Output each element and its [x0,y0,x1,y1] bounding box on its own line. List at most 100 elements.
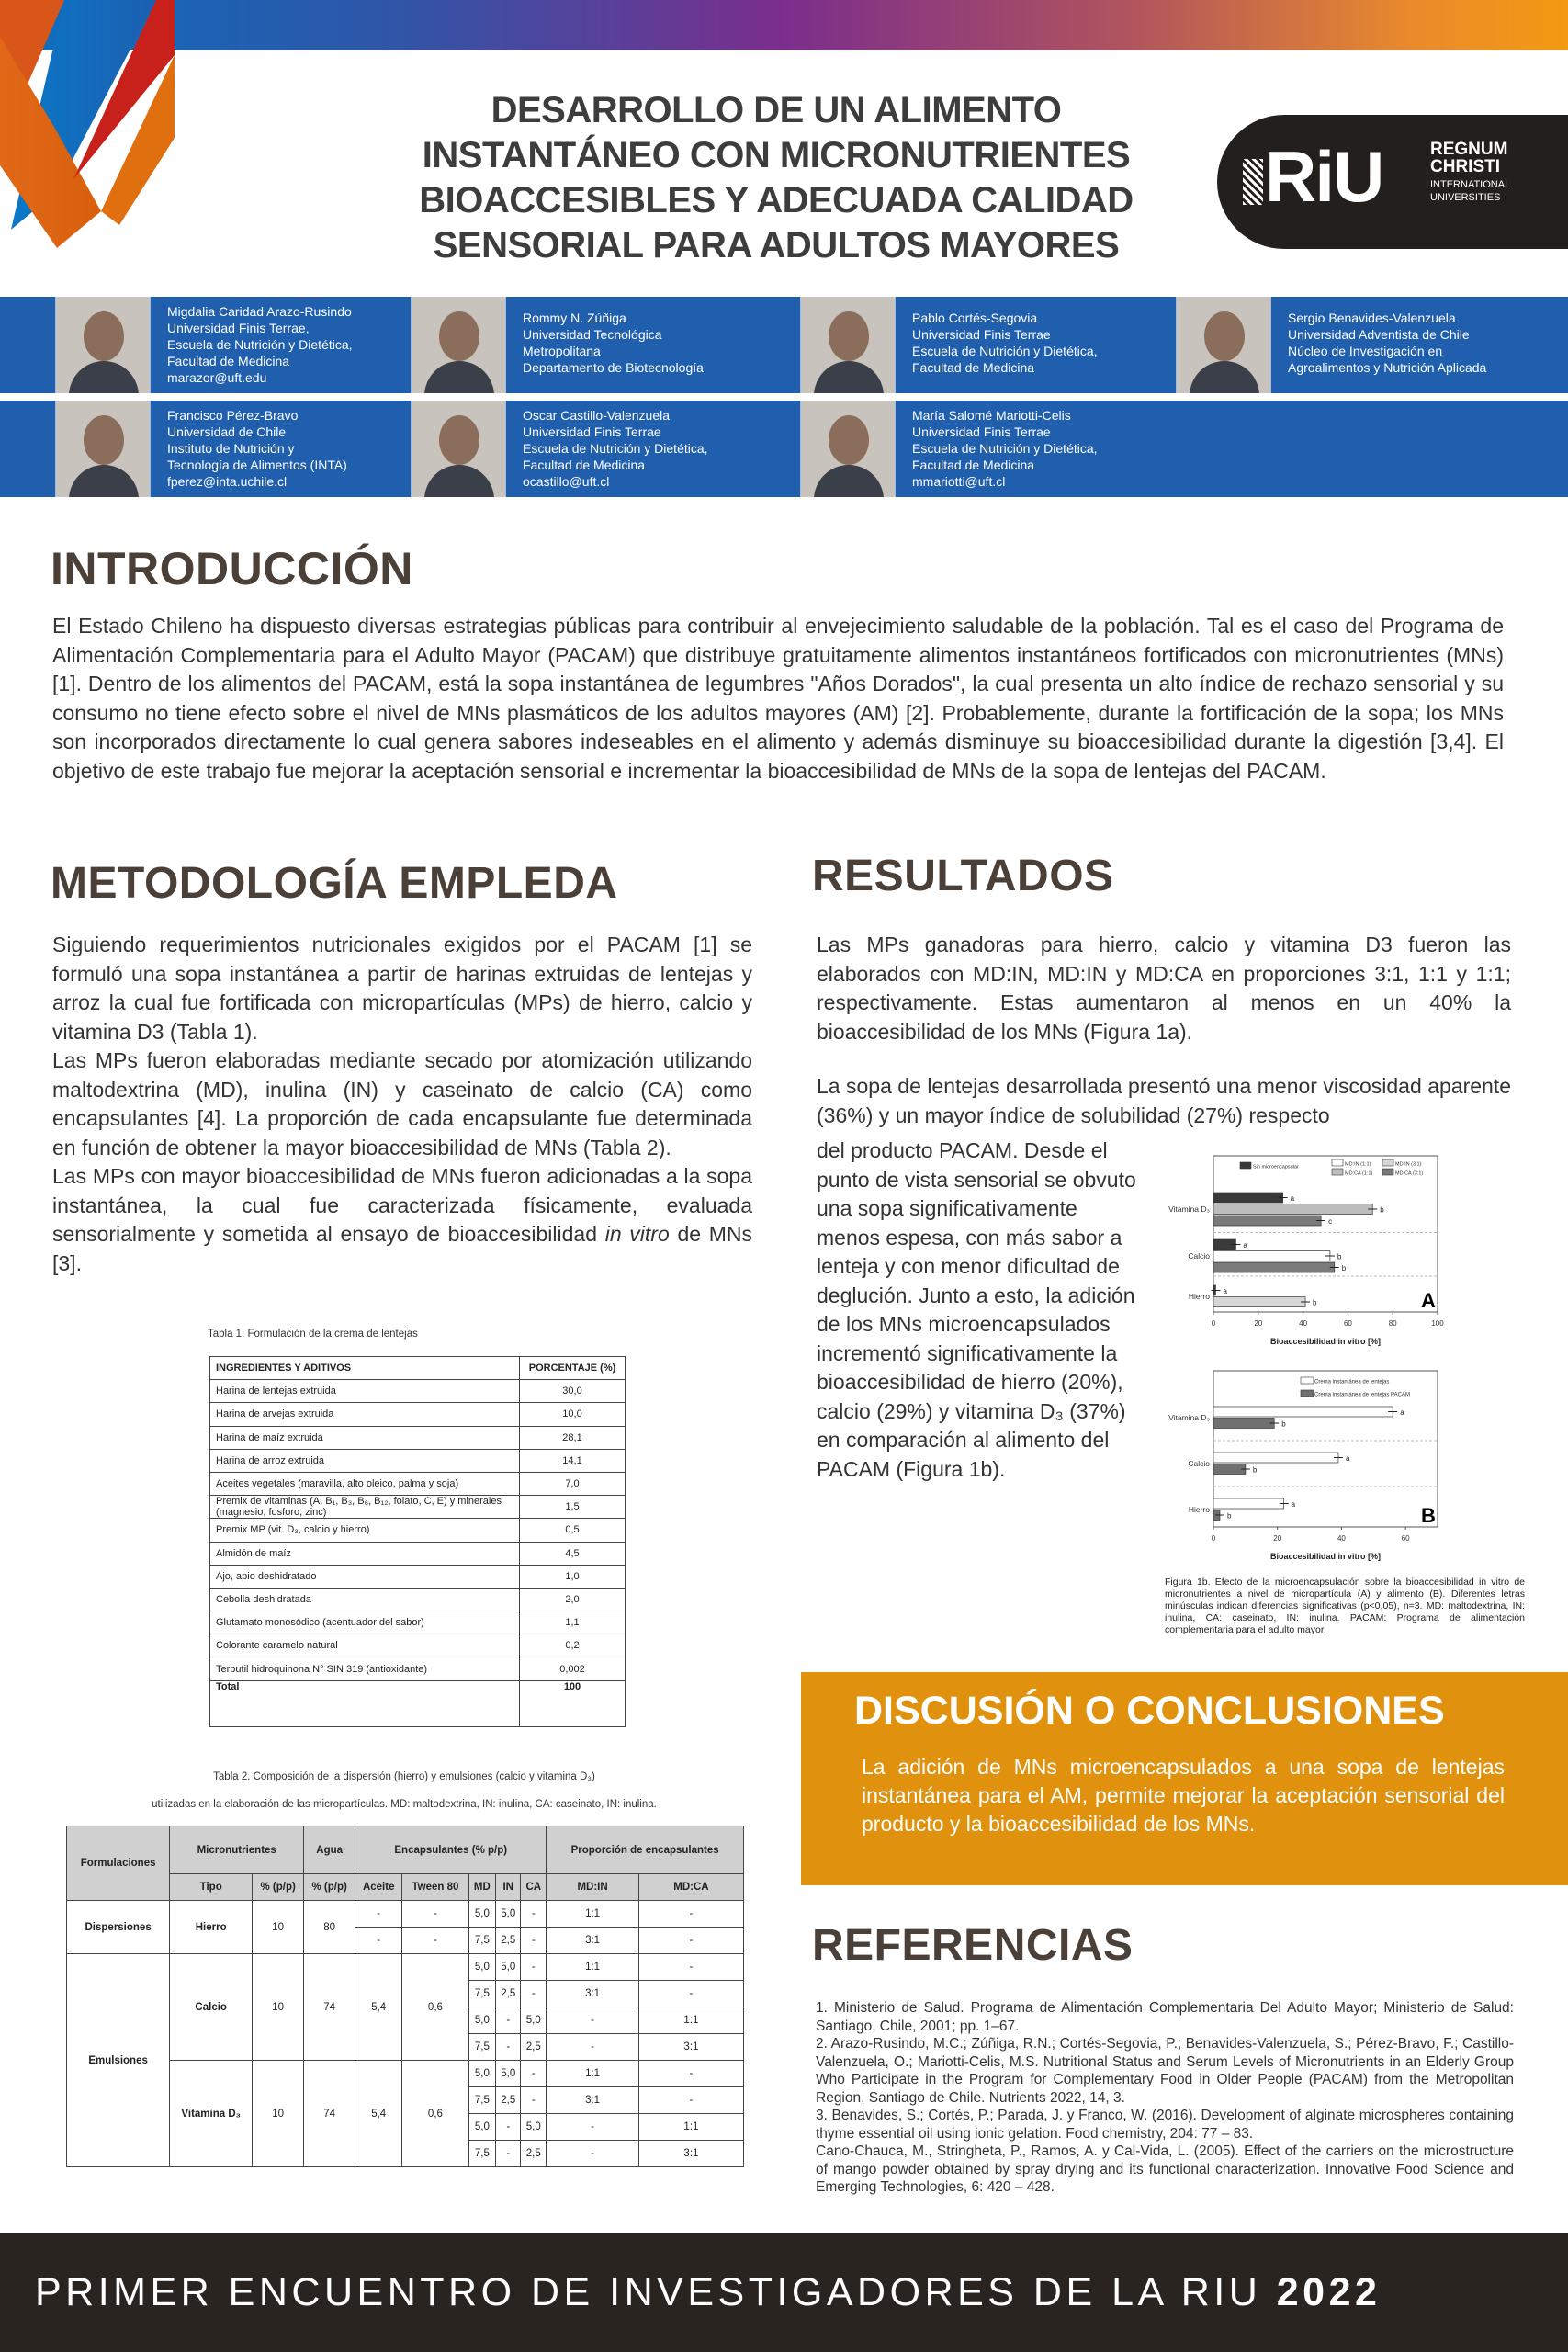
table2-cell: - [637,1980,745,2007]
author-body [814,361,884,393]
author-photo [55,401,151,497]
author-line: mmariotti@uft.cl [912,474,1006,489]
legend-label: Crema instantánea de lentejas PACAM [1314,1393,1410,1398]
x-tick-label: 100 [1431,1319,1444,1328]
y-category-label: Calcio [1188,1459,1210,1468]
table2-cell: 5,4 [355,1953,403,2061]
table1-cell: 0,2 [519,1634,626,1658]
author-body [69,465,139,497]
table2-cell: 5,0 [468,2060,497,2087]
table2-caption: utilizadas en la elaboración de las micr… [152,1799,657,1810]
table2-header: Formulaciones [65,1826,171,1901]
author-body [424,361,494,393]
table1-row: Harina de arvejas extruida 10,0 [209,1402,626,1427]
table2-cell: 7,5 [468,2033,497,2061]
table2-cell: - [520,1980,547,2007]
table2-row: 7,5 2,5-3:1- [67,1980,745,2007]
results-text: Las MPs ganadoras para hierro, calcio y … [817,933,1511,1044]
significance-letter: b [1380,1206,1384,1215]
legend-label: MD:IN (1:1) [1345,1162,1371,1168]
bar [1213,1498,1285,1510]
footer: PRIMER ENCUENTRO DE INVESTIGADORES DE LA… [0,2233,1568,2352]
x-axis-label: Bioaccesibilidad in vitro [%] [1270,1552,1381,1561]
bar [1213,1215,1322,1227]
table2-cell: 2,5 [495,1927,522,1954]
legend-swatch [1382,1168,1394,1176]
table2-cell: - [495,2113,522,2141]
table1-cell: 4,5 [519,1541,626,1566]
significance-letter: b [1313,1299,1317,1307]
logo-line: CHRISTI [1430,157,1500,176]
significance-letter: b [1281,1420,1286,1429]
author-line: Sergio Benavides-Valenzuela [1288,311,1456,325]
table1-header-row: INGREDIENTES Y ADITIVOS PORCENTAJE (%) [209,1355,626,1381]
table2-header: Micronutrientes [169,1826,305,1874]
significance-letter: b [1342,1264,1347,1272]
x-tick-label: 80 [1389,1319,1397,1328]
author-line: Oscar Castillo-Valenzuela [523,408,671,423]
author-head [829,311,869,361]
legend-swatch [1300,1389,1314,1397]
table2-header: CA [520,1873,547,1901]
table2-cell: 1:1 [637,2007,745,2034]
significance-letter: c [1328,1217,1332,1226]
table2-row: 7,5-2,5-3:1 [67,2140,745,2167]
x-tick-label: 40 [1337,1534,1346,1543]
table2-subheader-row: Tipo% (p/p)% (p/p) Aceite Tween 80 MD IN CA MD… [67,1873,745,1901]
y-category-label: Vitamina D₃ [1168,1413,1210,1422]
bar [1213,1192,1283,1204]
methods-paragraph: Las MPs con mayor bioaccesibilidad de MN… [52,1162,752,1278]
author-line: Pablo Cortés-Segovia [912,311,1038,325]
table1-cell: Harina de lentejas extruida [209,1379,520,1404]
table2-cell: 5,0 [468,2113,497,2141]
table1-header: PORCENTAJE (%) [519,1355,626,1381]
author-photo [411,401,506,497]
legend-label: Crema instantánea de lentejas [1314,1380,1389,1385]
table2-row: 5,0-5,0-1:1 [67,2007,745,2034]
table2-cell: - [546,2140,639,2167]
author-line: Tecnología de Alimentos (INTA) [167,458,347,472]
legend-swatch [1382,1159,1394,1167]
footer-year: 2022 [1276,2270,1382,2314]
author-info: Sergio Benavides-Valenzuela Universidad A… [1271,297,1486,393]
table2-cell: 10 [252,1953,305,2061]
methods-heading: METODOLOGÍA EMPLEDA [51,859,618,908]
logo-stripes-icon [1243,159,1263,205]
legend-swatch [1239,1161,1252,1170]
logo-line: REGNUM [1430,140,1508,159]
discussion-text: La adición de MNs microencapsulados a un… [862,1755,1505,1836]
x-tick-label: 60 [1402,1534,1410,1543]
table2-cell: 74 [303,1953,356,2061]
table1-cell: Terbutil hidroquinona N° SIN 319 (antiox… [209,1657,520,1681]
bar [1213,1418,1275,1429]
table2-cell: - [495,2033,522,2061]
author-line: ocastillo@uft.cl [523,474,610,489]
significance-letter: b [1253,1466,1258,1475]
table2-cell: - [520,2086,547,2114]
table2-cell: - [637,1953,745,1981]
logo-mark: RiU [1265,136,1384,217]
table2: Formulaciones Micronutrientes Agua Encapsul… [65,1826,745,2167]
x-tick-label: 20 [1273,1534,1281,1543]
table2-type: Calcio [169,1953,254,2061]
author-line: Facultad de Medicina [523,458,646,472]
table2-cell: 2,5 [495,2086,522,2114]
legend-swatch [1331,1168,1344,1176]
table1-cell: 2,0 [519,1587,626,1612]
table2-cell: 2,5 [520,2140,547,2167]
table2-cell: 0,6 [401,2060,469,2167]
author-body [1190,361,1259,393]
table1-cell: 1,1 [519,1611,626,1635]
table2-cell: - [520,1900,547,1928]
significance-letter: b [1227,1512,1232,1521]
bar [1213,1406,1393,1418]
bar [1213,1261,1336,1273]
author-line: Departamento de Biotecnología [523,360,704,375]
table2-cell: 74 [303,2060,356,2167]
author-line: Migdalia Caridad Arazo-Rusindo [167,304,352,319]
logo-text: REGNUM CHRISTI INTERNATIONAL UNIVERSITIE… [1430,140,1511,203]
table2-header: MD [468,1873,497,1901]
table1-row: Harina de arroz extruida 14,1 [209,1448,626,1473]
logo-line: INTERNATIONAL [1430,179,1511,190]
table2-cell: 3:1 [637,2033,745,2061]
